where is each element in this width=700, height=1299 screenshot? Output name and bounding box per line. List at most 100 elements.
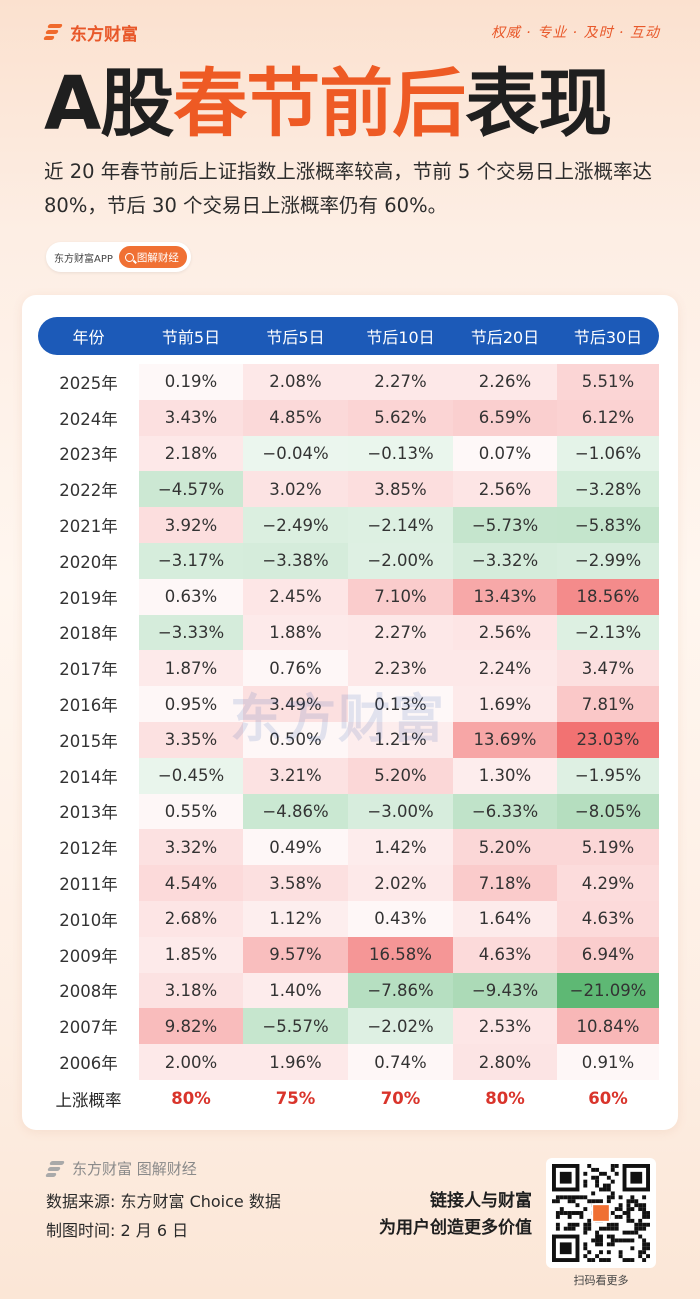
value-cell: 2.56% [453, 471, 557, 508]
search-button-label: 图解财经 [136, 251, 179, 264]
year-cell: 2008年 [59, 982, 118, 1002]
qr-code-image [552, 1164, 650, 1262]
title-part3: 表现 [465, 61, 612, 147]
search-icon [124, 252, 134, 262]
value-cell: −3.33% [139, 614, 243, 651]
brand-icon [43, 23, 64, 41]
value-cell: 4.63% [557, 900, 659, 937]
table-row: 2024年 3.43% 4.85% 5.62% 6.59% 6.12% [38, 399, 659, 436]
header-cell: 节后30日 [573, 328, 643, 347]
value-cell: −3.28% [557, 471, 659, 508]
value-cell: 0.95% [139, 686, 243, 722]
table-row: 2006年 2.00% 1.96% 0.74% 2.80% 0.91% [38, 1044, 659, 1080]
year-cell: 2007年 [59, 1018, 118, 1038]
value-cell: 6.12% [557, 399, 659, 436]
value-cell: −4.57% [139, 471, 243, 508]
qr-label: 扫码看更多 [573, 1274, 629, 1287]
value-cell: 3.21% [243, 757, 348, 794]
value-cell: 2.53% [453, 1008, 557, 1045]
value-cell: 5.51% [557, 364, 659, 400]
value-cell: 1.64% [453, 900, 557, 937]
value-cell: 1.88% [243, 614, 348, 651]
value-cell: 10.84% [557, 1008, 659, 1045]
value-cell: −3.00% [348, 793, 453, 830]
value-cell: 4.29% [557, 865, 659, 901]
search-button[interactable]: 图解财经 [118, 246, 187, 268]
year-cell: 2022年 [59, 481, 118, 501]
title-part1: A股 [44, 61, 174, 147]
value-cell: 2.00% [139, 1044, 243, 1080]
table-row: 2022年 −4.57% 3.02% 3.85% 2.56% −3.28% [38, 471, 659, 508]
value-cell: 2.45% [243, 578, 348, 615]
table-row: 2009年 1.85% 9.57% 16.58% 4.63% 6.94% [38, 936, 659, 973]
chart-date: 制图时间: 2 月 6 日 [46, 1221, 189, 1240]
value-cell: 2.56% [453, 614, 557, 651]
value-cell: −3.17% [139, 542, 243, 579]
value-cell: −9.43% [453, 972, 557, 1009]
value-cell: −21.09% [557, 972, 659, 1009]
table-row: 2020年 −3.17% −3.38% −2.00% −3.32% −2.99% [38, 542, 659, 579]
table-row: 2011年 4.54% 3.58% 2.02% 7.18% 4.29% [38, 865, 659, 901]
rise-probability-value: 80% [171, 1089, 211, 1109]
year-cell: 2006年 [59, 1054, 118, 1074]
header-cell: 节后10日 [366, 328, 435, 347]
year-cell: 2019年 [59, 588, 118, 608]
value-cell: −5.57% [243, 1008, 348, 1045]
rise-probability-row: 上涨概率 80% 75% 70% 80% 60% [38, 1080, 659, 1118]
value-cell: 3.43% [139, 399, 243, 436]
value-cell: 5.20% [453, 829, 557, 866]
value-cell: −6.33% [453, 793, 557, 830]
year-cell: 2017年 [59, 660, 118, 680]
value-cell: 2.80% [453, 1044, 557, 1080]
value-cell: −2.99% [557, 542, 659, 579]
brand-name: 东方财富 [70, 24, 138, 45]
value-cell: 3.02% [243, 471, 348, 508]
tagline-line1: 链接人与财富 [430, 1191, 532, 1211]
rise-probability-value: 60% [588, 1089, 628, 1109]
value-cell: −5.73% [453, 507, 557, 543]
value-cell: 9.82% [139, 1008, 243, 1045]
rise-probability-label: 上涨概率 [55, 1090, 122, 1110]
value-cell: 1.40% [243, 972, 348, 1009]
brand-slogan: 权威 · 专业 · 及时 · 互动 [490, 25, 660, 41]
value-cell: 7.10% [348, 578, 453, 615]
value-cell: 3.49% [243, 686, 348, 722]
value-cell: −4.86% [243, 793, 348, 830]
year-cell: 2009年 [59, 946, 118, 966]
value-cell: 9.57% [243, 936, 348, 973]
year-cell: 2018年 [59, 624, 118, 644]
table-row: 2012年 3.32% 0.49% 1.42% 5.20% 5.19% [38, 829, 659, 866]
value-cell: 16.58% [348, 936, 453, 973]
qr-code[interactable] [546, 1158, 656, 1268]
value-cell: 0.19% [139, 364, 243, 400]
value-cell: 1.30% [453, 757, 557, 794]
value-cell: −0.45% [139, 757, 243, 794]
table-row: 2010年 2.68% 1.12% 0.43% 1.64% 4.63% [38, 900, 659, 937]
value-cell: 4.54% [139, 865, 243, 901]
value-cell: 3.32% [139, 829, 243, 866]
tagline: 链接人与财富 为用户创造更多价值 [379, 1188, 532, 1242]
value-cell: 3.92% [139, 507, 243, 543]
value-cell: −3.38% [243, 542, 348, 579]
value-cell: 2.02% [348, 865, 453, 901]
value-cell: 1.96% [243, 1044, 348, 1080]
value-cell: 5.62% [348, 399, 453, 436]
value-cell: 2.27% [348, 364, 453, 400]
value-cell: 1.42% [348, 829, 453, 866]
value-cell: 0.55% [139, 793, 243, 830]
value-cell: 2.23% [348, 650, 453, 687]
value-cell: 5.20% [348, 757, 453, 794]
value-cell: 13.69% [453, 721, 557, 758]
year-cell: 2015年 [59, 731, 118, 751]
value-cell: 3.18% [139, 972, 243, 1009]
value-cell: −2.49% [243, 507, 348, 543]
header-cell: 年份 [72, 328, 105, 347]
value-cell: 2.26% [453, 364, 557, 400]
value-cell: 5.19% [557, 829, 659, 866]
value-cell: −2.02% [348, 1008, 453, 1045]
table-row: 2016年 0.95% 3.49% 0.13% 1.69% 7.81% [38, 686, 659, 722]
table-row: 2017年 1.87% 0.76% 2.23% 2.24% 3.47% [38, 650, 659, 687]
header-cell: 节后5日 [266, 328, 325, 347]
table-row: 2018年 −3.33% 1.88% 2.27% 2.56% −2.13% [38, 614, 659, 651]
value-cell: 0.74% [348, 1044, 453, 1080]
